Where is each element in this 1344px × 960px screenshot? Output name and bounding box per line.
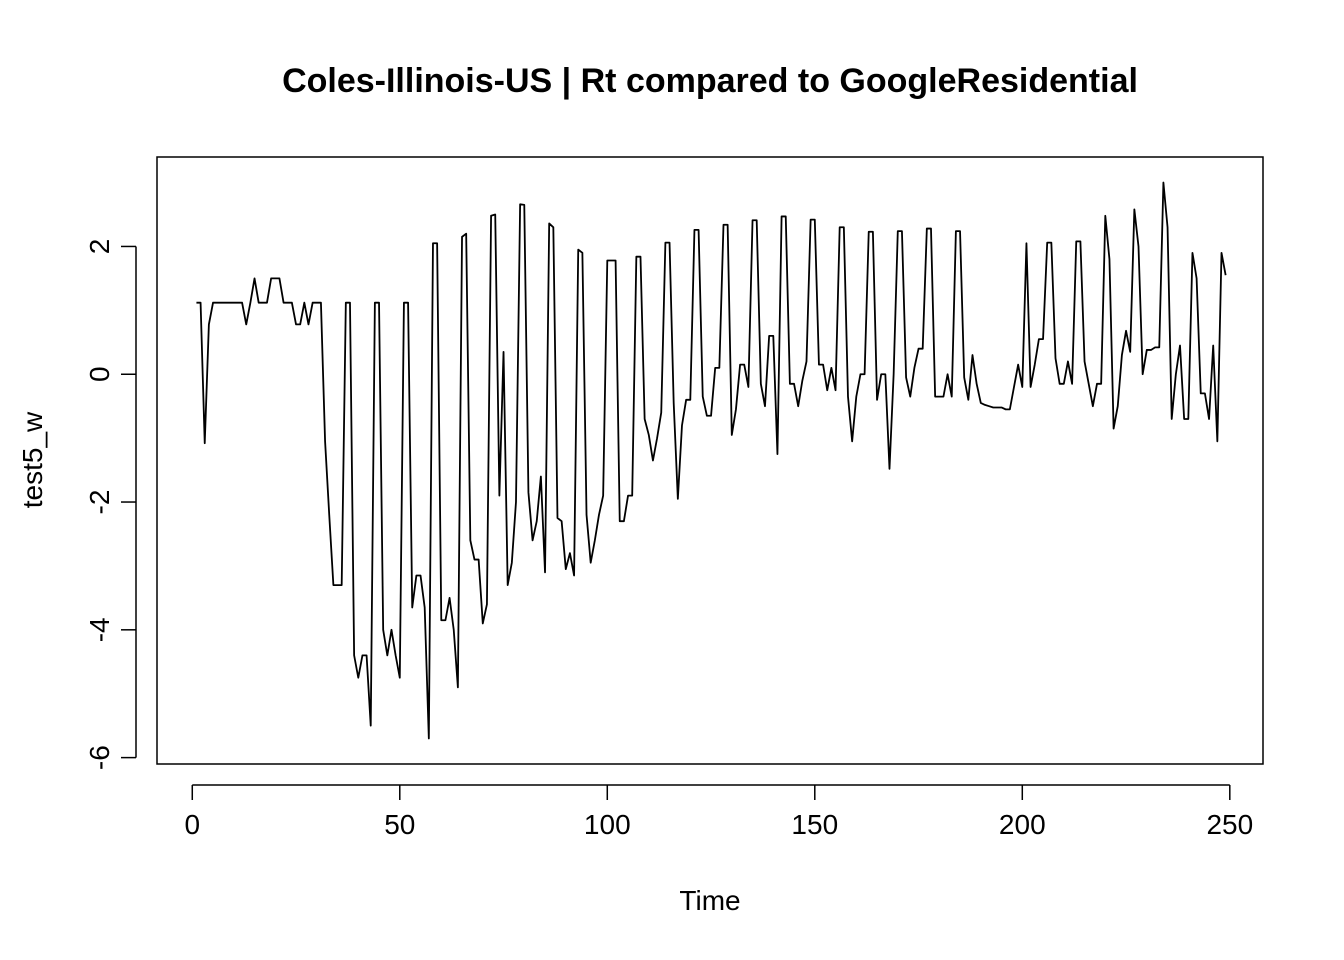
x-axis: 0 50 100 150 200 250 (184, 784, 1253, 840)
series-line (196, 181, 1227, 740)
x-tick-label: 50 (384, 809, 415, 840)
y-axis: -6 -4 -2 0 2 (84, 239, 137, 770)
series-layer (196, 181, 1227, 740)
x-tick-label: 100 (584, 809, 631, 840)
y-tick-label: -6 (84, 745, 115, 770)
x-axis-label: Time (679, 885, 740, 916)
y-tick-label: -4 (84, 617, 115, 642)
x-tick-label: 0 (184, 809, 200, 840)
x-tick-label: 150 (791, 809, 838, 840)
y-tick-label: 0 (84, 366, 115, 382)
y-tick-label: -2 (84, 490, 115, 515)
plot-frame (156, 156, 1264, 765)
y-axis-label: test5_w (17, 411, 48, 508)
x-tick-label: 250 (1206, 809, 1253, 840)
y-tick-label: 2 (84, 239, 115, 255)
x-tick-label: 200 (999, 809, 1046, 840)
chart-title: Coles-Illinois-US | Rt compared to Googl… (282, 62, 1138, 100)
